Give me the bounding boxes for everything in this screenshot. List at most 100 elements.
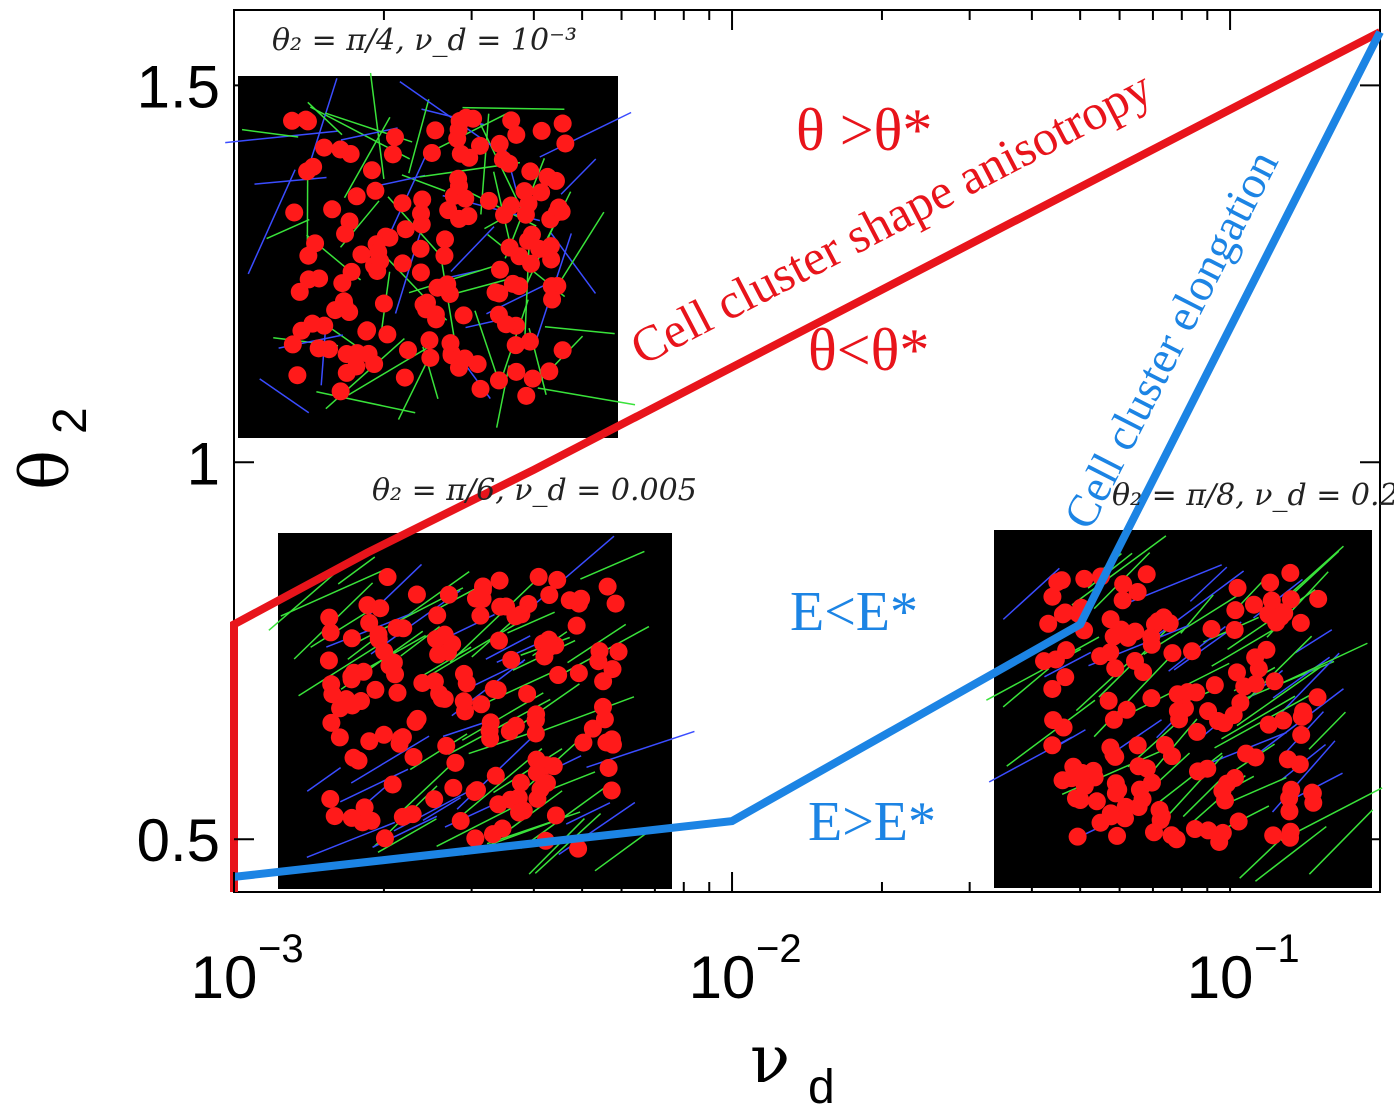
inset-cell	[1155, 736, 1174, 755]
inset-cell	[378, 325, 397, 344]
inset-cell	[490, 631, 509, 650]
inset-cell	[428, 606, 447, 625]
inset-fiber	[254, 176, 327, 185]
inset-cell	[1294, 702, 1313, 721]
inset-cell	[1104, 745, 1123, 764]
inset-cell	[506, 336, 525, 355]
inset-cell	[298, 162, 317, 181]
inset-cell	[1091, 647, 1110, 666]
inset-fiber	[1044, 651, 1092, 678]
inset-cell	[374, 294, 393, 313]
inset-cell	[502, 650, 521, 669]
inset-cell	[421, 348, 440, 367]
inset-cell	[342, 262, 361, 281]
series-layer	[230, 28, 1384, 892]
inset-cell	[1039, 614, 1058, 633]
inset-cell	[506, 716, 525, 735]
inset-cell	[1113, 591, 1132, 610]
inset-cell	[321, 623, 340, 642]
inset-fiber	[247, 169, 296, 275]
inset-cell	[599, 758, 618, 777]
inset-fiber	[462, 106, 565, 111]
inset-fiber	[350, 735, 430, 784]
inset-fiber	[449, 579, 537, 663]
inset-cell	[1226, 601, 1245, 620]
inset-cell	[593, 697, 612, 716]
inset-cell	[1168, 702, 1187, 721]
inset-cell	[319, 651, 338, 670]
inset-cell	[360, 732, 379, 751]
inset-fiber	[337, 556, 376, 585]
inset-cell	[1259, 715, 1278, 734]
inset-cell	[393, 254, 412, 273]
inset-fiber	[320, 330, 327, 386]
inset-cell	[1142, 773, 1161, 792]
inset-fiber	[430, 111, 511, 153]
inset-cell	[331, 382, 350, 401]
inset-cell	[425, 790, 444, 809]
y-axis-label-sub: 2	[44, 407, 97, 434]
inset-cell	[1075, 569, 1094, 588]
inset-cell	[1129, 798, 1148, 817]
inset-cell	[1257, 640, 1276, 659]
inset-fiber	[306, 821, 396, 859]
inset-fiber	[422, 796, 462, 822]
inset-cell	[321, 789, 340, 808]
inset-cell	[506, 607, 525, 626]
inset-cell	[393, 807, 412, 826]
inset-fiber	[528, 818, 585, 875]
inset-cell	[1043, 587, 1062, 606]
inset-cell	[501, 790, 520, 809]
inset-cell	[362, 161, 381, 180]
inset-fiber	[594, 829, 651, 872]
inset-cell	[517, 386, 536, 405]
inset-cell	[1199, 821, 1218, 840]
inset-cell	[1048, 573, 1067, 592]
inset-cell	[374, 725, 393, 744]
inset-cell	[567, 616, 586, 635]
inset-cell	[390, 734, 409, 753]
inset-cell	[502, 111, 521, 130]
inset-cell	[450, 209, 469, 228]
series-line-2	[233, 30, 1384, 881]
inset-cell	[325, 807, 344, 826]
inset-cell	[1185, 820, 1204, 839]
x-tick-label: 10	[1187, 944, 1254, 1011]
inset-fiber	[565, 802, 611, 825]
inset-cell	[429, 645, 448, 664]
inset-cell	[542, 277, 561, 296]
inset-fiber	[541, 696, 635, 732]
inset-fiber	[468, 732, 530, 755]
inset-cell	[521, 162, 540, 181]
inset-cell	[383, 775, 402, 794]
inset-cell	[523, 369, 542, 388]
inset-cell	[330, 728, 349, 747]
inset-cell	[1280, 802, 1299, 821]
inset-cell	[383, 145, 402, 164]
inset-cell	[1068, 827, 1087, 846]
inset-cell	[606, 594, 625, 613]
inset-cell	[507, 362, 526, 381]
inset-cell	[589, 652, 608, 671]
inset-cell	[500, 154, 519, 173]
inset-cell	[583, 719, 602, 738]
inset-cell	[497, 315, 516, 334]
inset-cell	[574, 733, 593, 752]
inset-cell	[388, 683, 407, 702]
inset-cell	[569, 664, 588, 683]
inset-cell	[507, 125, 526, 144]
inset-fiber	[419, 646, 472, 678]
y-tick-label: 1	[187, 430, 220, 497]
inset-cell	[1225, 768, 1244, 787]
inset-cell	[1163, 644, 1182, 663]
inset-fiber	[1071, 535, 1167, 606]
inset-cell	[556, 134, 575, 153]
inset-cell	[519, 231, 538, 250]
inset-cell	[490, 571, 509, 590]
inset-cell	[299, 270, 318, 289]
inset-cell	[337, 690, 356, 709]
inset-cell	[1274, 711, 1293, 730]
inset-image-3	[986, 530, 1383, 888]
inset-fiber	[348, 344, 432, 396]
inset-cell	[602, 781, 621, 800]
